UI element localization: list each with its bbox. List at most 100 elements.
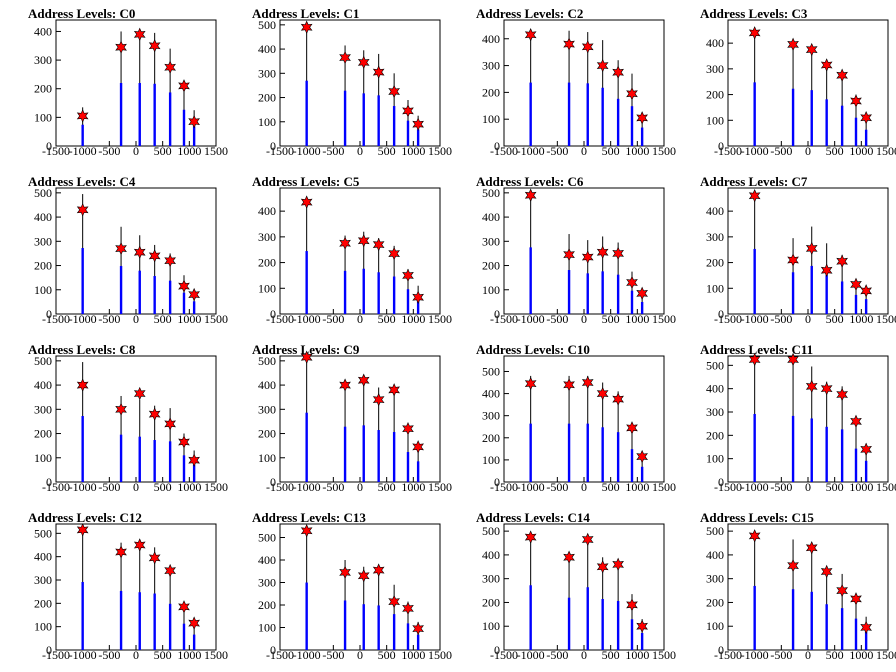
histogram-bar	[362, 425, 365, 482]
histogram-bar	[138, 436, 141, 482]
histogram-plot: Address Levels: C10100200300400500-1500-…	[252, 6, 452, 158]
x-tick-label: 500	[154, 144, 172, 158]
panel-title: Address Levels: C10	[476, 342, 590, 357]
histogram-bar	[840, 608, 844, 650]
peak-marker	[581, 40, 594, 54]
y-tick-label: 400	[258, 378, 276, 392]
x-tick-label: 1500	[204, 648, 228, 662]
y-tick-label: 400	[258, 204, 276, 218]
histogram-bar	[810, 418, 813, 482]
panel-title: Address Levels: C9	[252, 342, 360, 357]
plot-frame	[503, 523, 665, 651]
histogram-bar	[406, 120, 410, 146]
x-tick-label: -500	[770, 480, 792, 494]
peak-marker	[524, 530, 537, 544]
x-tick-label: -500	[322, 648, 344, 662]
x-tick-label: 1500	[652, 312, 676, 326]
peak-marker	[372, 237, 385, 252]
peak-marker	[133, 27, 146, 42]
x-tick-label: 1000	[849, 648, 873, 662]
x-tick-label: -1500	[266, 144, 294, 158]
x-tick-label: 500	[378, 648, 396, 662]
y-tick-label: 100	[34, 620, 52, 634]
y-tick-label: 100	[706, 113, 724, 127]
y-tick-label: 200	[482, 595, 500, 609]
histogram-bar	[791, 272, 795, 314]
y-tick-label: 100	[258, 281, 276, 295]
x-tick-label: 500	[602, 144, 620, 158]
y-tick-label: 200	[482, 85, 500, 99]
peak-marker	[805, 541, 818, 555]
x-tick-label: -1500	[714, 144, 742, 158]
peak-marker	[148, 249, 161, 263]
y-tick-label: 100	[258, 115, 276, 129]
histogram-panel: Address Levels: C3 0 100 200 300 400 -1500 -100…	[672, 0, 896, 168]
peak-marker	[787, 558, 799, 573]
y-tick-label: 200	[482, 431, 500, 445]
peak-marker	[836, 583, 848, 598]
histogram-bar	[119, 434, 123, 482]
y-tick-label: 100	[482, 283, 500, 297]
histogram-bar	[192, 126, 196, 146]
histogram-bar	[153, 593, 156, 650]
histogram-bar	[825, 99, 828, 146]
peak-marker	[581, 375, 594, 390]
y-tick-label: 0	[494, 475, 500, 489]
y-tick-label: 400	[706, 36, 724, 50]
histogram-panel: Address Levels: C1 0 100 200 300 400 500 -1500-…	[224, 0, 452, 168]
x-tick-label: -1500	[490, 480, 518, 494]
y-tick-label: 400	[34, 550, 52, 564]
peak-marker	[357, 55, 370, 70]
peak-marker	[563, 550, 575, 565]
x-tick-label: -1000	[517, 312, 545, 326]
peak-marker	[133, 538, 146, 552]
histogram-bar	[825, 426, 828, 482]
histogram-bar	[416, 129, 420, 146]
y-tick-label: 500	[34, 354, 52, 368]
peak-marker	[860, 620, 872, 635]
histogram-plot: Address Levels: C14 0 100 200 300 400 500 -1500…	[476, 510, 676, 662]
peak-marker	[524, 188, 537, 203]
peak-marker	[402, 421, 414, 436]
x-tick-label: 500	[154, 480, 172, 494]
histogram-bar	[616, 600, 620, 650]
histogram-bar	[791, 589, 795, 650]
histogram-bar	[567, 597, 571, 650]
y-tick-label: 100	[34, 283, 52, 297]
y-tick-label: 200	[706, 428, 724, 442]
y-tick-label: 500	[706, 524, 724, 538]
y-tick-label: 100	[706, 619, 724, 633]
y-tick-label: 100	[34, 110, 52, 124]
peak-marker	[850, 414, 862, 429]
peak-marker	[148, 39, 161, 53]
y-tick-label: 300	[482, 409, 500, 423]
histogram-bar	[640, 633, 644, 650]
peak-marker	[372, 392, 385, 407]
peak-marker	[748, 26, 761, 40]
histogram-bar	[630, 290, 634, 314]
histogram-bar	[601, 599, 604, 650]
histogram-plot: Address Levels: C10 0 100 200 300 400 500 -1500…	[476, 342, 676, 494]
peak-marker	[850, 277, 862, 292]
histogram-bar	[640, 127, 644, 146]
y-tick-label: 500	[258, 18, 276, 32]
x-tick-label: 1000	[849, 144, 873, 158]
histogram-bar	[630, 619, 634, 650]
peak-marker	[412, 290, 424, 305]
x-tick-label: 0	[133, 480, 139, 494]
histogram-bar	[392, 432, 396, 482]
histogram-bar	[138, 270, 141, 314]
histogram-bar	[119, 266, 123, 314]
x-tick-label: -1500	[490, 144, 518, 158]
x-tick-label: -1000	[293, 648, 321, 662]
histogram-bar	[406, 623, 410, 650]
panel-title: Address Levels: C14	[476, 510, 590, 525]
histogram-bar	[362, 268, 365, 314]
y-tick-label: 400	[258, 42, 276, 56]
histogram-bar	[640, 302, 644, 314]
y-tick-label: 400	[482, 548, 500, 562]
y-tick-label: 200	[258, 256, 276, 270]
histogram-bar	[753, 413, 756, 482]
x-tick-label: -1500	[714, 312, 742, 326]
x-tick-label: -1000	[293, 312, 321, 326]
